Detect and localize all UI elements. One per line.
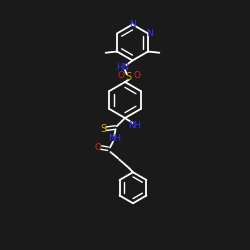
Text: O: O	[133, 71, 140, 80]
Text: NH: NH	[128, 121, 141, 130]
Text: N: N	[129, 20, 136, 29]
Text: S: S	[100, 124, 106, 134]
Text: NH: NH	[108, 134, 121, 143]
Text: HN: HN	[116, 63, 129, 72]
Text: S: S	[126, 72, 132, 82]
Text: N: N	[146, 29, 153, 38]
Text: O: O	[94, 143, 102, 152]
Text: O: O	[117, 71, 124, 80]
